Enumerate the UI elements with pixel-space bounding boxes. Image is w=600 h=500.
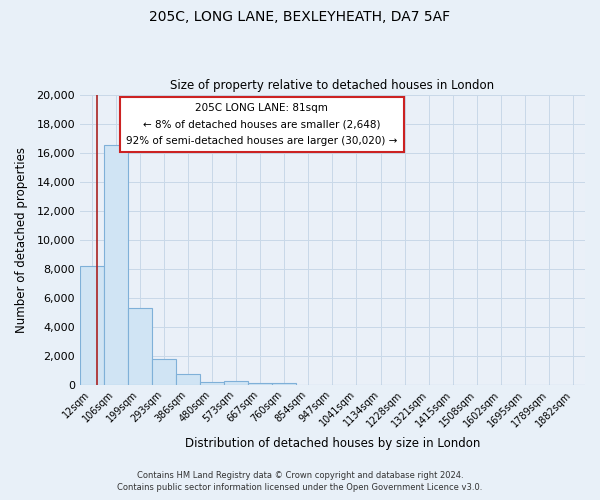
Bar [200, 382, 224, 384]
Bar [248, 383, 272, 384]
Bar [104, 146, 128, 384]
Bar [224, 381, 248, 384]
Bar [176, 374, 200, 384]
Text: 205C LONG LANE: 81sqm
← 8% of detached houses are smaller (2,648)
92% of semi-de: 205C LONG LANE: 81sqm ← 8% of detached h… [126, 104, 397, 146]
Y-axis label: Number of detached properties: Number of detached properties [15, 146, 28, 332]
Text: 205C, LONG LANE, BEXLEYHEATH, DA7 5AF: 205C, LONG LANE, BEXLEYHEATH, DA7 5AF [149, 10, 451, 24]
X-axis label: Distribution of detached houses by size in London: Distribution of detached houses by size … [185, 437, 480, 450]
Title: Size of property relative to detached houses in London: Size of property relative to detached ho… [170, 79, 494, 92]
Bar [80, 266, 104, 384]
Bar [152, 359, 176, 384]
Text: Contains HM Land Registry data © Crown copyright and database right 2024.
Contai: Contains HM Land Registry data © Crown c… [118, 471, 482, 492]
Bar [128, 308, 152, 384]
Bar [272, 383, 296, 384]
